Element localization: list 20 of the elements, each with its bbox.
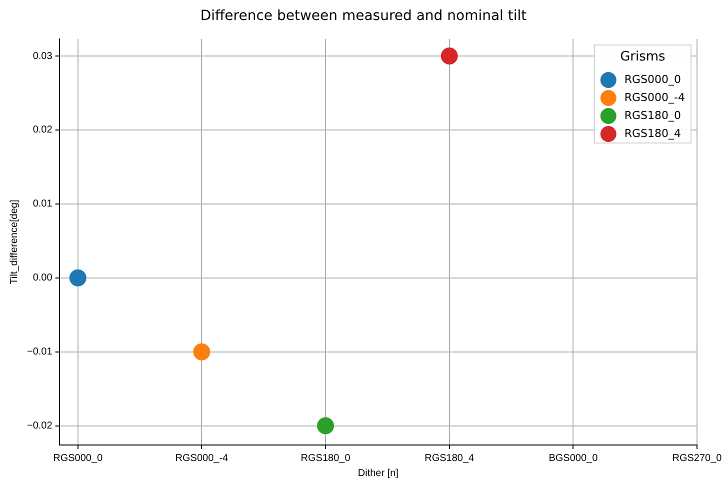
legend-label: RGS000_0 bbox=[624, 72, 682, 86]
x-tick-label: RGS000_0 bbox=[53, 452, 104, 464]
y-tick-label: −0.01 bbox=[26, 346, 53, 358]
legend-label: RGS000_-4 bbox=[624, 90, 686, 104]
legend-title: Grisms bbox=[620, 49, 666, 64]
x-tick-label: RGS180_0 bbox=[300, 452, 351, 464]
x-tick-label: RGS270_0 bbox=[672, 452, 722, 464]
y-tick-label: 0.02 bbox=[32, 124, 53, 136]
legend-label: RGS180_0 bbox=[624, 108, 682, 122]
x-axis-title: Dither [n] bbox=[358, 468, 399, 479]
x-tick-label: RGS180_4 bbox=[424, 452, 475, 464]
y-axis-title: Tilt_difference[deg] bbox=[8, 200, 20, 284]
legend-label: RGS180_4 bbox=[624, 126, 682, 140]
chart-title: Difference between measured and nominal tilt bbox=[199, 8, 528, 24]
x-tick-label: RGS000_-4 bbox=[175, 452, 229, 464]
y-tick-label: 0.01 bbox=[32, 198, 53, 210]
x-tick-label: BGS000_0 bbox=[548, 452, 598, 464]
y-tick-label: 0.03 bbox=[32, 50, 53, 62]
y-tick-label: 0.00 bbox=[32, 272, 53, 284]
y-tick-label: −0.02 bbox=[26, 420, 53, 432]
